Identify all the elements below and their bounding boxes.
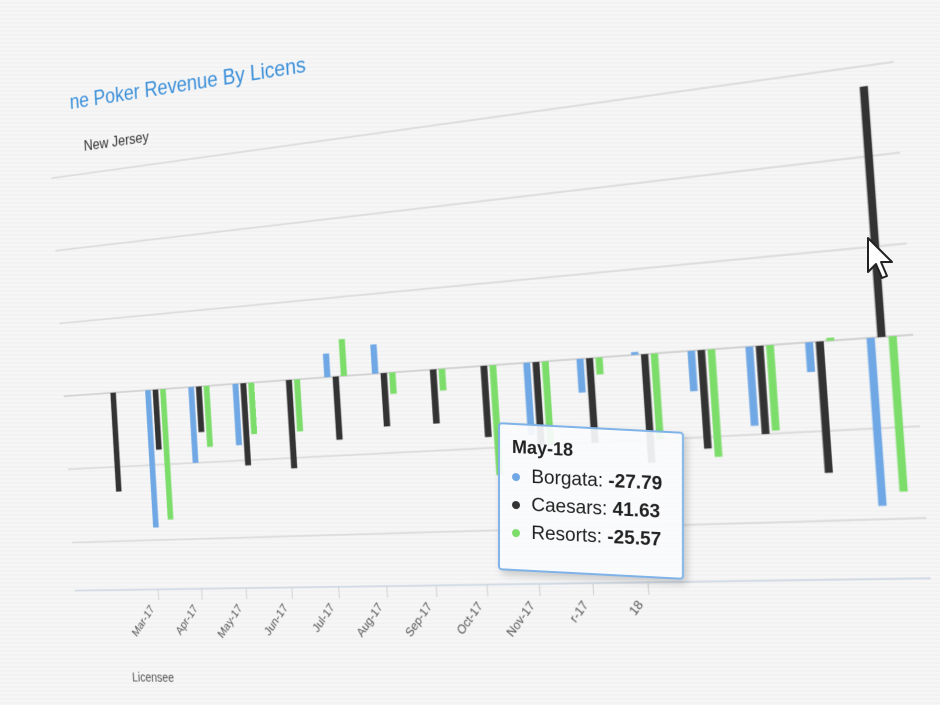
bar-borgata-Apr-18[interactable] xyxy=(805,342,815,372)
x-tick-label: Aug-17 xyxy=(354,600,385,640)
x-tick-mark xyxy=(593,583,594,595)
tooltip-dot-borgata xyxy=(512,473,520,481)
tooltip-row-resorts: Resorts: -25.57 xyxy=(512,522,670,552)
x-tick-mark xyxy=(339,587,340,598)
bar-borgata-Aug-17[interactable] xyxy=(370,344,378,374)
bar-resorts-Sep-17[interactable] xyxy=(439,369,447,391)
bar-caesars-Apr-17[interactable] xyxy=(196,386,204,432)
tooltip-value-resorts: -25.57 xyxy=(607,527,661,551)
x-tick-mark xyxy=(292,587,293,598)
x-tick-label: Apr-17 xyxy=(173,602,200,638)
bar-borgata-Dec-17[interactable] xyxy=(576,359,585,393)
mouse-pointer-icon xyxy=(866,236,896,282)
x-tick-mark xyxy=(487,585,488,597)
x-tick-label: r-17 xyxy=(567,598,592,626)
bar-borgata-Feb-18[interactable] xyxy=(687,351,697,392)
chart-svg: Mar-17 Apr-17 May-17 Jun-17 Jul-17 Aug-17 Sep-… xyxy=(75,0,940,705)
tooltip-title: May-18 xyxy=(512,437,670,466)
tooltip-dot-caesars xyxy=(512,501,520,509)
x-tick-mark xyxy=(202,589,203,600)
tooltip-dot-resorts xyxy=(512,529,520,537)
gridline xyxy=(55,153,900,251)
bar-caesars-Sep-17[interactable] xyxy=(430,369,440,423)
x-tick-mark xyxy=(539,584,540,596)
bar-resorts-Apr-18[interactable] xyxy=(826,337,834,341)
x-tick-label: Mar-17 xyxy=(129,602,156,639)
bar-caesars-May-18[interactable] xyxy=(860,86,886,337)
x-tick-mark xyxy=(648,582,649,594)
bar-borgata-May-17[interactable] xyxy=(232,384,242,446)
x-tick-mark xyxy=(436,585,437,597)
x-tick-mark xyxy=(387,586,388,597)
x-axis-line xyxy=(75,578,931,590)
bar-resorts-Aug-17[interactable] xyxy=(389,372,397,394)
bar-caesars-Apr-18[interactable] xyxy=(816,341,833,473)
x-axis-label: Licensee xyxy=(132,670,175,685)
bar-resorts-Apr-17[interactable] xyxy=(204,386,213,447)
x-tick-label: Nov-17 xyxy=(504,598,538,640)
tooltip-value-caesars: 41.63 xyxy=(613,499,661,522)
bar-caesars-first[interactable] xyxy=(110,392,121,491)
bar-borgata-Jan-18[interactable] xyxy=(631,352,638,355)
x-tick-label: Oct-17 xyxy=(454,599,486,638)
tooltip-label-caesars: Caesars: xyxy=(531,495,607,520)
bar-borgata-Jul-17[interactable] xyxy=(323,353,331,377)
bar-caesars-Jul-17[interactable] xyxy=(333,376,343,440)
bar-borgata-May-18[interactable] xyxy=(867,338,887,506)
tooltip-row-caesars: Caesars: 41.63 xyxy=(512,494,670,524)
bar-resorts-May-17[interactable] xyxy=(248,382,257,434)
bar-resorts-Dec-17[interactable] xyxy=(595,357,603,374)
chart-plane: ne Poker Revenue By Licens New Jersey Ma… xyxy=(75,0,940,705)
gridline xyxy=(51,62,893,178)
tooltip-label-borgata: Borgata: xyxy=(531,467,603,492)
chart-tooltip: May-18 Borgata: -27.79 Caesars: 41.63 Re… xyxy=(498,422,684,580)
tooltip-value-borgata: -27.79 xyxy=(608,471,662,495)
bar-caesars-Oct-17[interactable] xyxy=(480,366,491,438)
x-tick-mark xyxy=(158,589,159,600)
bar-caesars-Mar-17[interactable] xyxy=(153,389,162,449)
tooltip-label-resorts: Resorts: xyxy=(531,523,602,548)
x-tick-label: May-17 xyxy=(215,601,245,640)
tooltip-row-borgata: Borgata: -27.79 xyxy=(512,466,670,496)
bar-resorts-Jun-17[interactable] xyxy=(294,379,303,431)
x-tick-label: Jul-17 xyxy=(310,600,337,635)
bar-resorts-Mar-17[interactable] xyxy=(160,389,173,520)
x-tick-label: 18 xyxy=(626,597,647,619)
gridline xyxy=(60,243,907,323)
x-tick-mark xyxy=(246,588,247,599)
x-tick-label: Sep-17 xyxy=(402,599,434,640)
bar-caesars-Aug-17[interactable] xyxy=(381,373,391,427)
bar-resorts-Jul-17[interactable] xyxy=(339,339,348,376)
bar-resorts-May-18[interactable] xyxy=(888,336,907,492)
x-tick-label: Jun-17 xyxy=(262,601,291,638)
